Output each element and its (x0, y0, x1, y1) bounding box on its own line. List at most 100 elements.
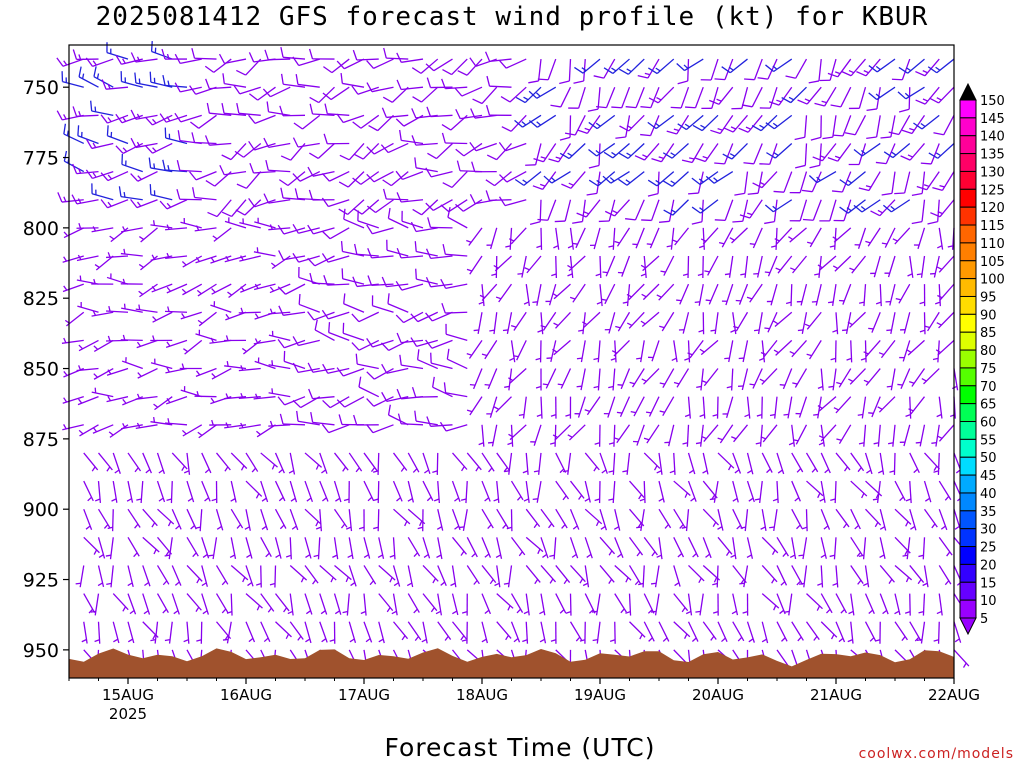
wind-barb (648, 340, 660, 362)
wind-barb (329, 621, 336, 644)
wind-barb (245, 452, 259, 473)
wind-barb (392, 452, 408, 472)
wind-barb (518, 396, 527, 419)
wind-barb (366, 171, 394, 183)
wind-barb (629, 368, 645, 388)
wind-barb (640, 311, 660, 328)
wind-barb (280, 73, 306, 88)
wind-barb (617, 368, 631, 390)
wind-barb (709, 480, 719, 503)
wind-barb (528, 86, 557, 99)
wind-barb (537, 312, 544, 335)
wind-barb (545, 283, 557, 306)
colorbar-label: 35 (980, 505, 997, 520)
wind-barb (221, 102, 247, 116)
wind-barb (850, 480, 868, 499)
wind-barb (149, 71, 173, 88)
wind-barb (673, 480, 691, 498)
y-tick-label: 925 (23, 570, 59, 592)
wind-barb (292, 137, 320, 148)
wind-barb (292, 223, 320, 234)
wind-barb (457, 58, 483, 76)
wind-barb (922, 565, 929, 588)
wind-barb (451, 593, 459, 616)
wind-barb (406, 565, 414, 588)
wind-barb (659, 311, 675, 332)
wind-barb (895, 283, 911, 304)
wind-barb (486, 396, 498, 418)
wind-barb (92, 424, 114, 434)
wind-barb (425, 58, 453, 72)
wind-barb (776, 565, 788, 586)
wind-barb (817, 368, 824, 391)
wind-barb (724, 340, 734, 363)
wind-barb (615, 115, 631, 139)
wind-barb (136, 339, 158, 349)
wind-barb (322, 227, 350, 240)
wind-barb (437, 565, 447, 587)
wind-barb (270, 255, 291, 270)
wind-barb (221, 199, 247, 218)
wind-barb (321, 171, 350, 182)
wind-barb (485, 190, 512, 202)
wind-barb (186, 508, 197, 530)
wind-barb (440, 199, 468, 213)
wind-barb (436, 537, 443, 560)
wind-barb (500, 86, 527, 103)
wind-barb (646, 227, 660, 249)
wind-barb (622, 452, 631, 475)
wind-barb (197, 311, 217, 327)
wind-barb (562, 452, 572, 475)
wind-barb (576, 340, 586, 363)
wind-barb (411, 135, 438, 146)
wind-barb (808, 171, 837, 184)
wind-barb (381, 107, 409, 119)
wind-barb (797, 312, 808, 334)
wind-barb (835, 593, 848, 614)
wind-barb (702, 564, 721, 583)
wind-barb (806, 340, 822, 360)
wind-barb (630, 396, 645, 417)
wind-barb (78, 66, 99, 88)
colorbar: 1501451401351301251201151101051009590858… (959, 82, 1005, 636)
wind-barb (186, 537, 199, 558)
wind-barb (304, 508, 322, 527)
wind-barb (389, 537, 396, 560)
wind-barb (900, 312, 911, 334)
wind-barb (740, 255, 749, 278)
wind-barb (807, 227, 822, 248)
wind-barb (186, 593, 202, 612)
wind-barb (176, 160, 202, 173)
wind-barb (710, 114, 734, 135)
wind-barb (498, 141, 527, 152)
wind-barb (268, 420, 291, 427)
wind-barb (882, 199, 911, 213)
wind-barb (238, 365, 261, 372)
wind-barb (850, 452, 865, 473)
wind-barb (304, 480, 314, 503)
wind-barb (164, 621, 173, 644)
wind-barb (130, 171, 158, 182)
y-tick-label: 825 (23, 288, 59, 310)
wind-barb (678, 312, 690, 334)
wind-barb (666, 114, 690, 135)
wind-barb (731, 593, 739, 616)
colorbar-label: 55 (980, 433, 997, 448)
wind-barb (218, 53, 247, 64)
wind-barb (929, 86, 955, 104)
wind-barb (142, 536, 160, 555)
wind-barb (97, 537, 106, 559)
wind-barb (348, 452, 363, 473)
wind-barb (913, 114, 940, 130)
wind-barb (648, 86, 675, 104)
wind-barb (340, 72, 365, 88)
wind-barb (106, 252, 129, 259)
wind-barb (717, 452, 735, 471)
colorbar-label: 105 (980, 255, 1005, 270)
wind-barb (56, 57, 84, 67)
wind-barb (304, 593, 313, 615)
wind-barb (195, 509, 203, 532)
wind-barb (874, 621, 881, 644)
wind-barb (314, 319, 335, 341)
wind-barb (933, 115, 955, 136)
